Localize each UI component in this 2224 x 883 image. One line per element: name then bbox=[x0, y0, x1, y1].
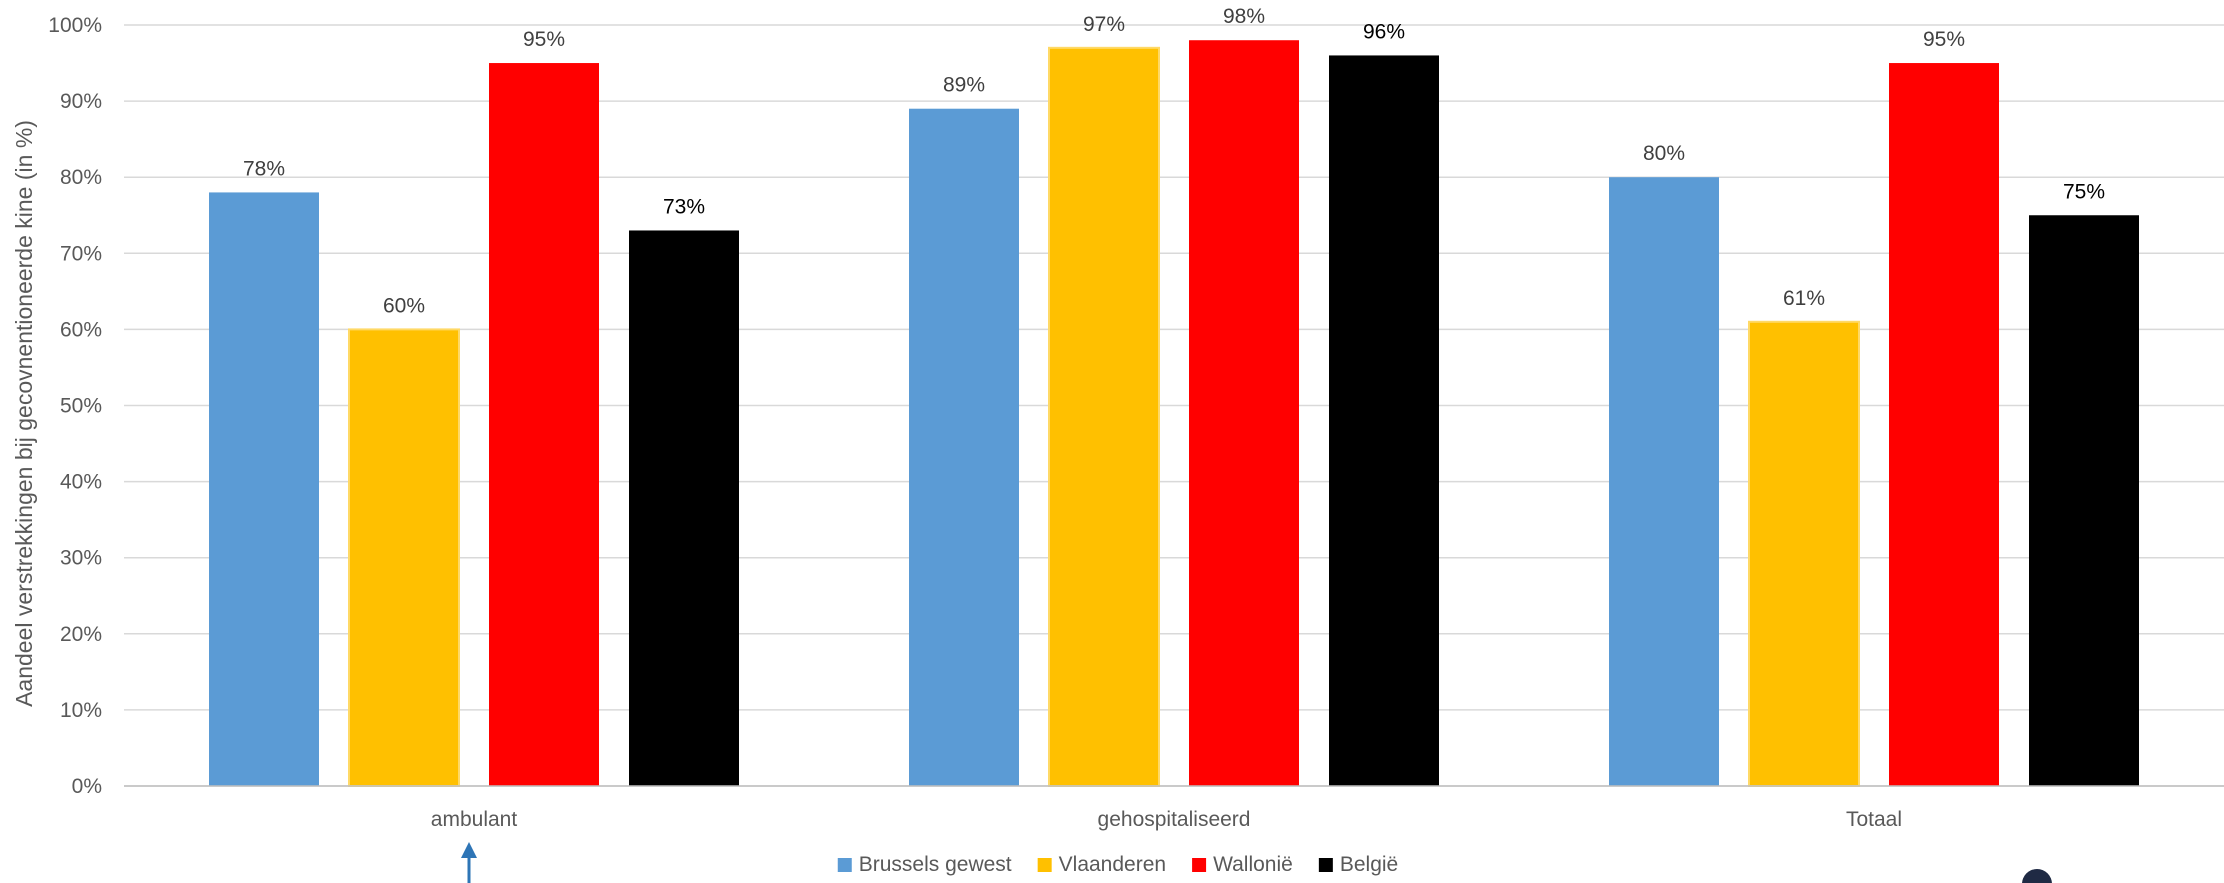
y-tick-label: 10% bbox=[60, 699, 102, 722]
y-axis-title: Aandeel verstrekkingen bij gecovnentione… bbox=[11, 120, 37, 707]
bar-2-1 bbox=[1189, 40, 1299, 787]
y-tick-label: 70% bbox=[60, 242, 102, 265]
y-tick-label: 20% bbox=[60, 623, 102, 646]
y-tick-label: 30% bbox=[60, 547, 102, 570]
legend-swatch-3 bbox=[1318, 858, 1333, 872]
bars bbox=[209, 40, 2139, 787]
data-label-0-2: 80% bbox=[1643, 142, 1685, 165]
bar-0-0 bbox=[209, 192, 319, 787]
data-labels: 78% 60% 95% 73% 89% 97% 98% 96% 80% 61% 95% 75% bbox=[243, 5, 2105, 317]
legend-label-3: België bbox=[1340, 853, 1398, 876]
data-label-2-1: 98% bbox=[1223, 5, 1265, 28]
x-category-label: gehospitaliseerd bbox=[1098, 808, 1251, 831]
bar-0-1 bbox=[909, 108, 1019, 786]
bar-0-2 bbox=[1609, 177, 1719, 786]
y-tick-label: 0% bbox=[72, 775, 102, 798]
data-label-1-2: 61% bbox=[1783, 287, 1825, 310]
circle-icon bbox=[2022, 869, 2052, 883]
axes: 0% 10% 20% 30% 40% 50% 60% 70% 80% 90% 100% ambulan… bbox=[11, 14, 2224, 831]
data-label-1-0: 60% bbox=[383, 294, 425, 317]
legend-swatch-2 bbox=[1192, 858, 1207, 872]
y-tick-label: 100% bbox=[48, 14, 102, 37]
bar-2-0 bbox=[489, 63, 599, 787]
bar-1-0 bbox=[348, 328, 460, 787]
y-tick-label: 50% bbox=[60, 395, 102, 418]
y-tick-label: 80% bbox=[60, 166, 102, 189]
y-tick-label: 40% bbox=[60, 471, 102, 494]
bar-2-2 bbox=[1889, 63, 1999, 787]
legend: Brussels gewest Vlaanderen Wallonië België bbox=[837, 853, 1398, 876]
data-label-3-1: 96% bbox=[1363, 20, 1405, 43]
legend-label-0: Brussels gewest bbox=[859, 853, 1012, 876]
y-tick-label: 60% bbox=[60, 318, 102, 341]
gridlines bbox=[124, 24, 2224, 787]
x-category-label: Totaal bbox=[1846, 808, 1902, 831]
legend-swatch-0 bbox=[837, 858, 852, 872]
arrow-head-icon bbox=[461, 842, 477, 858]
data-label-2-0: 95% bbox=[523, 28, 565, 51]
bar-1-1 bbox=[1048, 46, 1160, 787]
bar-3-1 bbox=[1329, 55, 1439, 786]
data-label-0-1: 89% bbox=[943, 74, 985, 97]
legend-label-2: Wallonië bbox=[1213, 853, 1293, 876]
bar-3-0 bbox=[629, 230, 739, 787]
legend-swatch-1 bbox=[1037, 858, 1052, 872]
bar-1-2 bbox=[1748, 320, 1860, 787]
data-label-0-0: 78% bbox=[243, 157, 285, 180]
y-tick-label: 90% bbox=[60, 90, 102, 113]
data-label-3-2: 75% bbox=[2063, 180, 2105, 203]
data-label-1-1: 97% bbox=[1083, 13, 1125, 36]
x-category-label: ambulant bbox=[431, 808, 518, 831]
data-label-2-2: 95% bbox=[1923, 28, 1965, 51]
legend-label-1: Vlaanderen bbox=[1059, 853, 1166, 876]
data-label-3-0: 73% bbox=[663, 195, 705, 218]
bar-3-2 bbox=[2029, 215, 2139, 786]
decorations bbox=[461, 842, 2052, 883]
